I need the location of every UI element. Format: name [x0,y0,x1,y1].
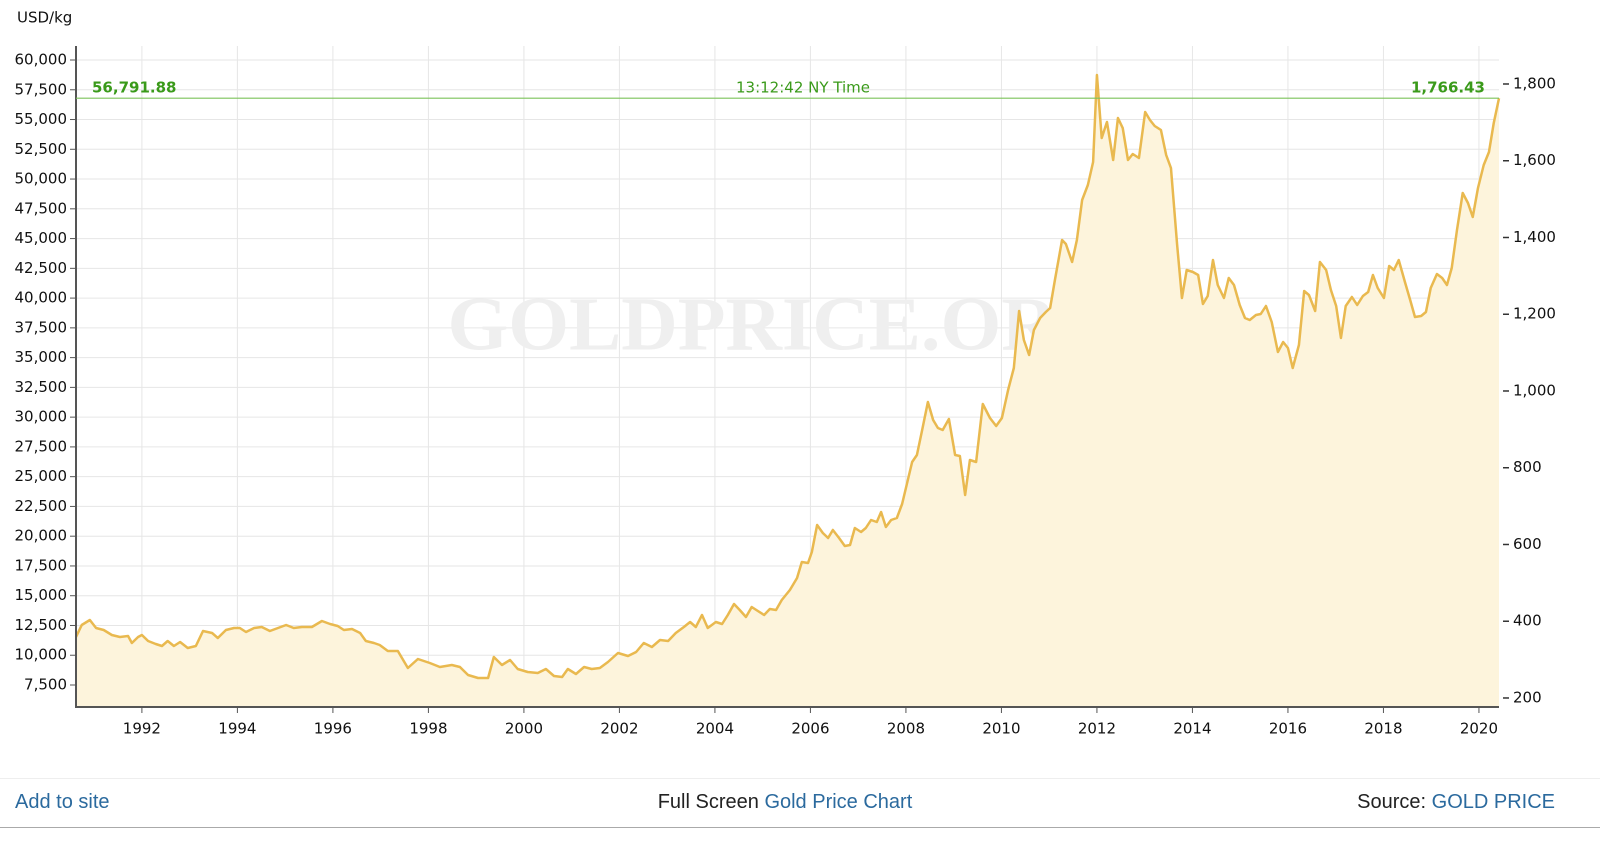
y-tick-label: 35,000 [15,348,68,366]
y2-tick-label: 1,600 [1513,151,1556,169]
footer: Add to site Full Screen Gold Price Chart… [0,778,1600,828]
x-tick-label: 2004 [696,720,734,738]
footer-right: Source: GOLD PRICE [1357,791,1555,814]
y-tick-label: 60,000 [15,51,68,69]
current-price-oz: 1,766.43 [1411,79,1485,97]
y2-tick-label: 1,000 [1513,381,1556,399]
x-tick-label: 2014 [1173,720,1211,738]
y-tick-label: 52,500 [15,140,68,158]
x-tick-label: 1992 [123,720,161,738]
chart: USD/kg GOLDPRICE.ORGClick chart to zoom … [15,9,1556,738]
y-tick-label: 12,500 [15,616,68,634]
unit-label: USD/kg [17,9,72,27]
x-tick-label: 2008 [887,720,925,738]
x-tick-label: 2002 [600,720,638,738]
y-tick-label: 40,000 [15,289,68,307]
x-tick-label: 1998 [409,720,447,738]
y-tick-label: 15,000 [15,586,68,604]
current-price-kg: 56,791.88 [92,79,176,97]
y-tick-label: 30,000 [15,408,68,426]
footer-center: Full Screen Gold Price Chart [658,791,913,814]
x-tick-label: 2000 [505,720,543,738]
y-tick-label: 32,500 [15,378,68,396]
y-tick-label: 50,000 [15,170,68,188]
source-link[interactable]: GOLD PRICE [1431,791,1555,813]
y-tick-label: 25,000 [15,467,68,485]
x-tick-label: 2016 [1269,720,1307,738]
area-fill [76,75,1499,707]
y-tick-label: 7,500 [24,676,67,694]
source-label: Source: [1357,791,1427,813]
y-tick-label: 55,000 [15,110,68,128]
x-tick-label: 2006 [791,720,829,738]
x-tick-label: 2020 [1460,720,1498,738]
watermark: GOLDPRICE.ORG [448,282,1119,366]
y-tick-label: 20,000 [15,527,68,545]
y-tick-label: 22,500 [15,497,68,515]
y2-tick-label: 1,800 [1513,74,1556,92]
footer-left: Add to site [15,791,110,814]
x-tick-label: 2018 [1364,720,1402,738]
y2-tick-label: 600 [1513,535,1542,553]
chart-link[interactable]: Gold Price Chart [764,791,913,813]
y-tick-label: 27,500 [15,437,68,455]
price-line [74,73,1501,680]
x-tick-label: 2010 [982,720,1020,738]
y-tick-label: 42,500 [15,259,68,277]
y-tick-label: 47,500 [15,199,68,217]
x-tick-label: 1996 [314,720,352,738]
y-tick-label: 17,500 [15,556,68,574]
current-time: 13:12:42 NY Time [736,79,870,97]
y-tick-label: 45,000 [15,229,68,247]
y2-tick-label: 800 [1513,458,1542,476]
y-tick-label: 37,500 [15,318,68,336]
y2-tick-label: 400 [1513,612,1542,630]
y-tick-label: 57,500 [15,80,68,98]
y-tick-label: 10,000 [15,646,68,664]
y2-tick-label: 1,200 [1513,305,1556,323]
x-tick-label: 2012 [1078,720,1116,738]
y2-tick-label: 200 [1513,688,1542,706]
add-to-site-link[interactable]: Add to site [15,791,110,813]
full-screen-text: Full Screen [657,791,759,813]
x-tick-label: 1994 [218,720,256,738]
y2-tick-label: 1,400 [1513,228,1556,246]
